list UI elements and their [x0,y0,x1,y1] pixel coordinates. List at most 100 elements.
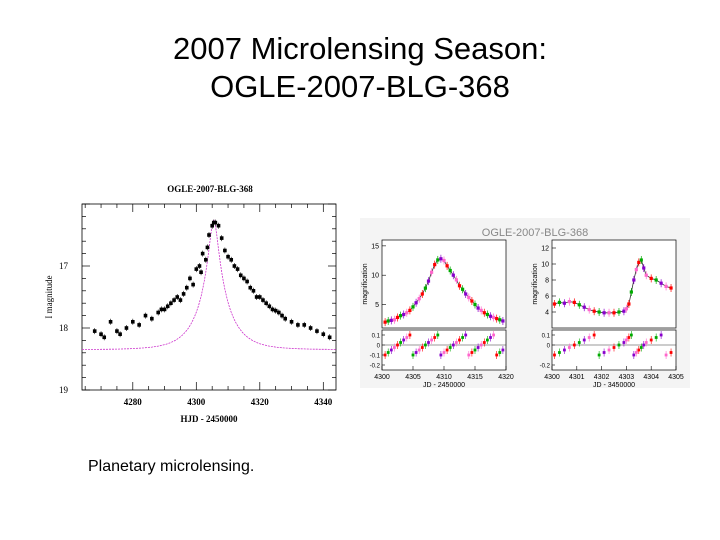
data-point [442,258,446,263]
data-point [639,258,643,262]
data-point [267,304,272,309]
data-point [172,298,176,302]
residual-point [424,343,427,347]
residual-point [448,346,452,349]
residual-tick-label: -0.2 [540,364,551,370]
data-point [175,295,180,299]
data-point [118,332,122,336]
data-point [552,302,557,306]
x-tick-label: 4320 [498,374,514,381]
y-tick-label: 6 [545,294,549,301]
x-tick-label: 4301 [569,374,585,381]
data-point [430,270,434,274]
y-tick-label: 12 [541,246,549,253]
data-point [204,258,208,262]
data-point [433,263,437,267]
data-point [238,273,243,278]
y-axis-label: magnification [362,263,369,304]
data-point [642,266,646,270]
chart-title: OGLE-2007-BLG-368 [167,184,253,194]
data-point [473,302,477,307]
residual-point [436,333,440,337]
data-point [165,304,170,309]
residual-point [592,333,596,337]
slide-caption: Planetary microlensing. [88,458,255,475]
data-point [219,236,224,240]
data-point [308,326,313,330]
data-point [464,292,468,296]
y-axis-label: I magnitude [44,275,54,318]
residual-point [492,333,495,337]
data-point [498,318,502,322]
data-point [592,309,596,313]
data-point [451,273,455,277]
data-points [92,219,332,341]
data-point [624,307,628,311]
data-point [476,306,480,310]
data-point [159,307,164,312]
residual-tick-label: 0 [377,344,381,350]
residual-point [476,346,480,349]
data-point [213,220,218,225]
data-point [258,295,262,299]
residual-point [649,338,653,342]
residual-point [411,353,415,357]
data-point [162,307,167,312]
residual-point [464,333,468,337]
data-point [470,299,474,303]
data-point [479,308,483,312]
residual-point [414,351,418,354]
data-point [383,320,387,324]
slide-title-line-2: OGLE-2007-BLG-368 [210,69,510,104]
x-tick-label: 4304 [643,374,659,381]
residual-point [445,348,449,352]
data-point [501,319,505,323]
residual-point [622,341,626,344]
residual-tick-label: 0 [547,344,551,350]
x-tick-label: 4280 [124,397,143,407]
y-tick-label: 5 [375,302,379,309]
data-point [283,316,287,321]
residual-point [417,348,421,352]
data-point [273,308,278,313]
residual-point [442,351,446,354]
x-axis-label: JD - 3450000 [593,382,635,388]
x-tick-label: 4300 [374,374,390,381]
slide-title: 2007 Microlensing Season: OGLE-2007-BLG-… [0,30,720,106]
plot-frame [81,203,337,391]
data-point [582,305,586,309]
residual-point [430,338,433,342]
data-point [223,248,227,253]
data-point [389,318,393,322]
y-tick-label: 8 [545,278,549,285]
data-point [602,311,606,315]
data-point [495,317,499,321]
data-point [457,284,462,288]
residual-point [563,348,566,352]
y-tick-label: 4 [545,310,549,317]
data-point [649,276,653,280]
data-point [557,300,562,304]
x-tick-label: 4305 [668,374,684,381]
data-point [181,292,186,296]
data-point [315,329,319,333]
axis-ticks [82,203,336,391]
residual-point [383,353,387,357]
data-point [248,285,253,290]
data-point [280,313,284,318]
residual-point [470,351,474,354]
x-tick-label: 4300 [544,374,560,381]
data-point [235,267,240,271]
y-tick-label: 19 [59,385,69,395]
data-point [245,279,249,284]
residual-point [458,338,461,342]
residual-point [654,336,658,339]
data-point [659,281,663,285]
residual-point [639,346,643,349]
residual-point [642,343,646,347]
data-point [124,326,129,330]
residual-point [501,348,505,352]
residual-point [553,353,556,357]
model-curve [82,218,336,350]
data-point [627,302,631,306]
